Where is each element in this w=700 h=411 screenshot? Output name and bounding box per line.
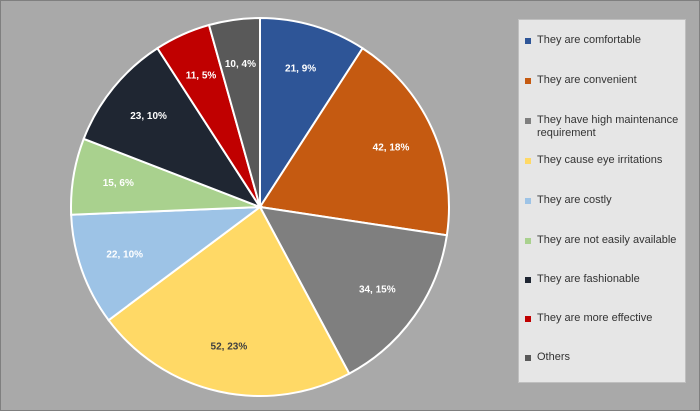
slice-data-label: 15, 6% — [103, 178, 134, 189]
legend-item: They are comfortable — [525, 34, 683, 47]
legend-item: They are costly — [525, 194, 683, 207]
legend-item: They are more effective — [525, 312, 683, 325]
slice-data-label: 23, 10% — [130, 111, 167, 122]
slice-data-label: 34, 15% — [359, 284, 396, 295]
legend-swatch — [525, 315, 531, 322]
slice-data-label: 42, 18% — [373, 143, 410, 154]
legend-item: They are convenient — [525, 74, 683, 87]
legend-label: They are costly — [537, 194, 612, 206]
pie-slice — [258, 205, 449, 375]
pie-slice — [258, 46, 450, 237]
legend-label: They have high maintenance requirement — [537, 114, 679, 139]
legend-label: Others — [537, 351, 571, 363]
legend-swatch — [525, 157, 531, 164]
legend: They are comfortable They are convenient T… — [518, 19, 686, 383]
legend-label: They are not easily available — [537, 234, 677, 246]
pie-slice — [259, 16, 364, 211]
legend-item: They are not easily available — [525, 234, 683, 247]
legend-label: They are more effective — [537, 312, 653, 324]
legend-swatch — [525, 117, 531, 124]
legend-swatch — [525, 77, 531, 84]
legend-label: They are comfortable — [537, 34, 641, 46]
pie-slice — [82, 46, 263, 210]
pie-slice — [70, 205, 264, 322]
pie-slice — [207, 16, 261, 208]
legend-item: They cause eye irritations — [525, 154, 683, 167]
legend-swatch — [525, 197, 531, 204]
slice-data-label: 52, 23% — [211, 342, 248, 353]
slice-data-label: 22, 10% — [106, 250, 143, 261]
pie-slice — [107, 205, 351, 397]
slice-data-label: 10, 4% — [225, 59, 256, 70]
legend-swatch — [525, 354, 531, 361]
legend-label: They cause eye irritations — [537, 154, 663, 166]
legend-swatch — [525, 37, 531, 44]
slice-data-label: 21, 9% — [285, 64, 316, 75]
legend-label: They are fashionable — [537, 273, 640, 285]
legend-label: They are convenient — [537, 74, 637, 86]
slice-data-label: 11, 5% — [186, 71, 217, 82]
legend-swatch — [525, 276, 531, 283]
legend-item: Others — [525, 351, 683, 364]
legend-item: They are fashionable — [525, 273, 683, 286]
legend-item: They have high maintenance requirement — [525, 114, 683, 140]
legend-swatch — [525, 237, 531, 244]
